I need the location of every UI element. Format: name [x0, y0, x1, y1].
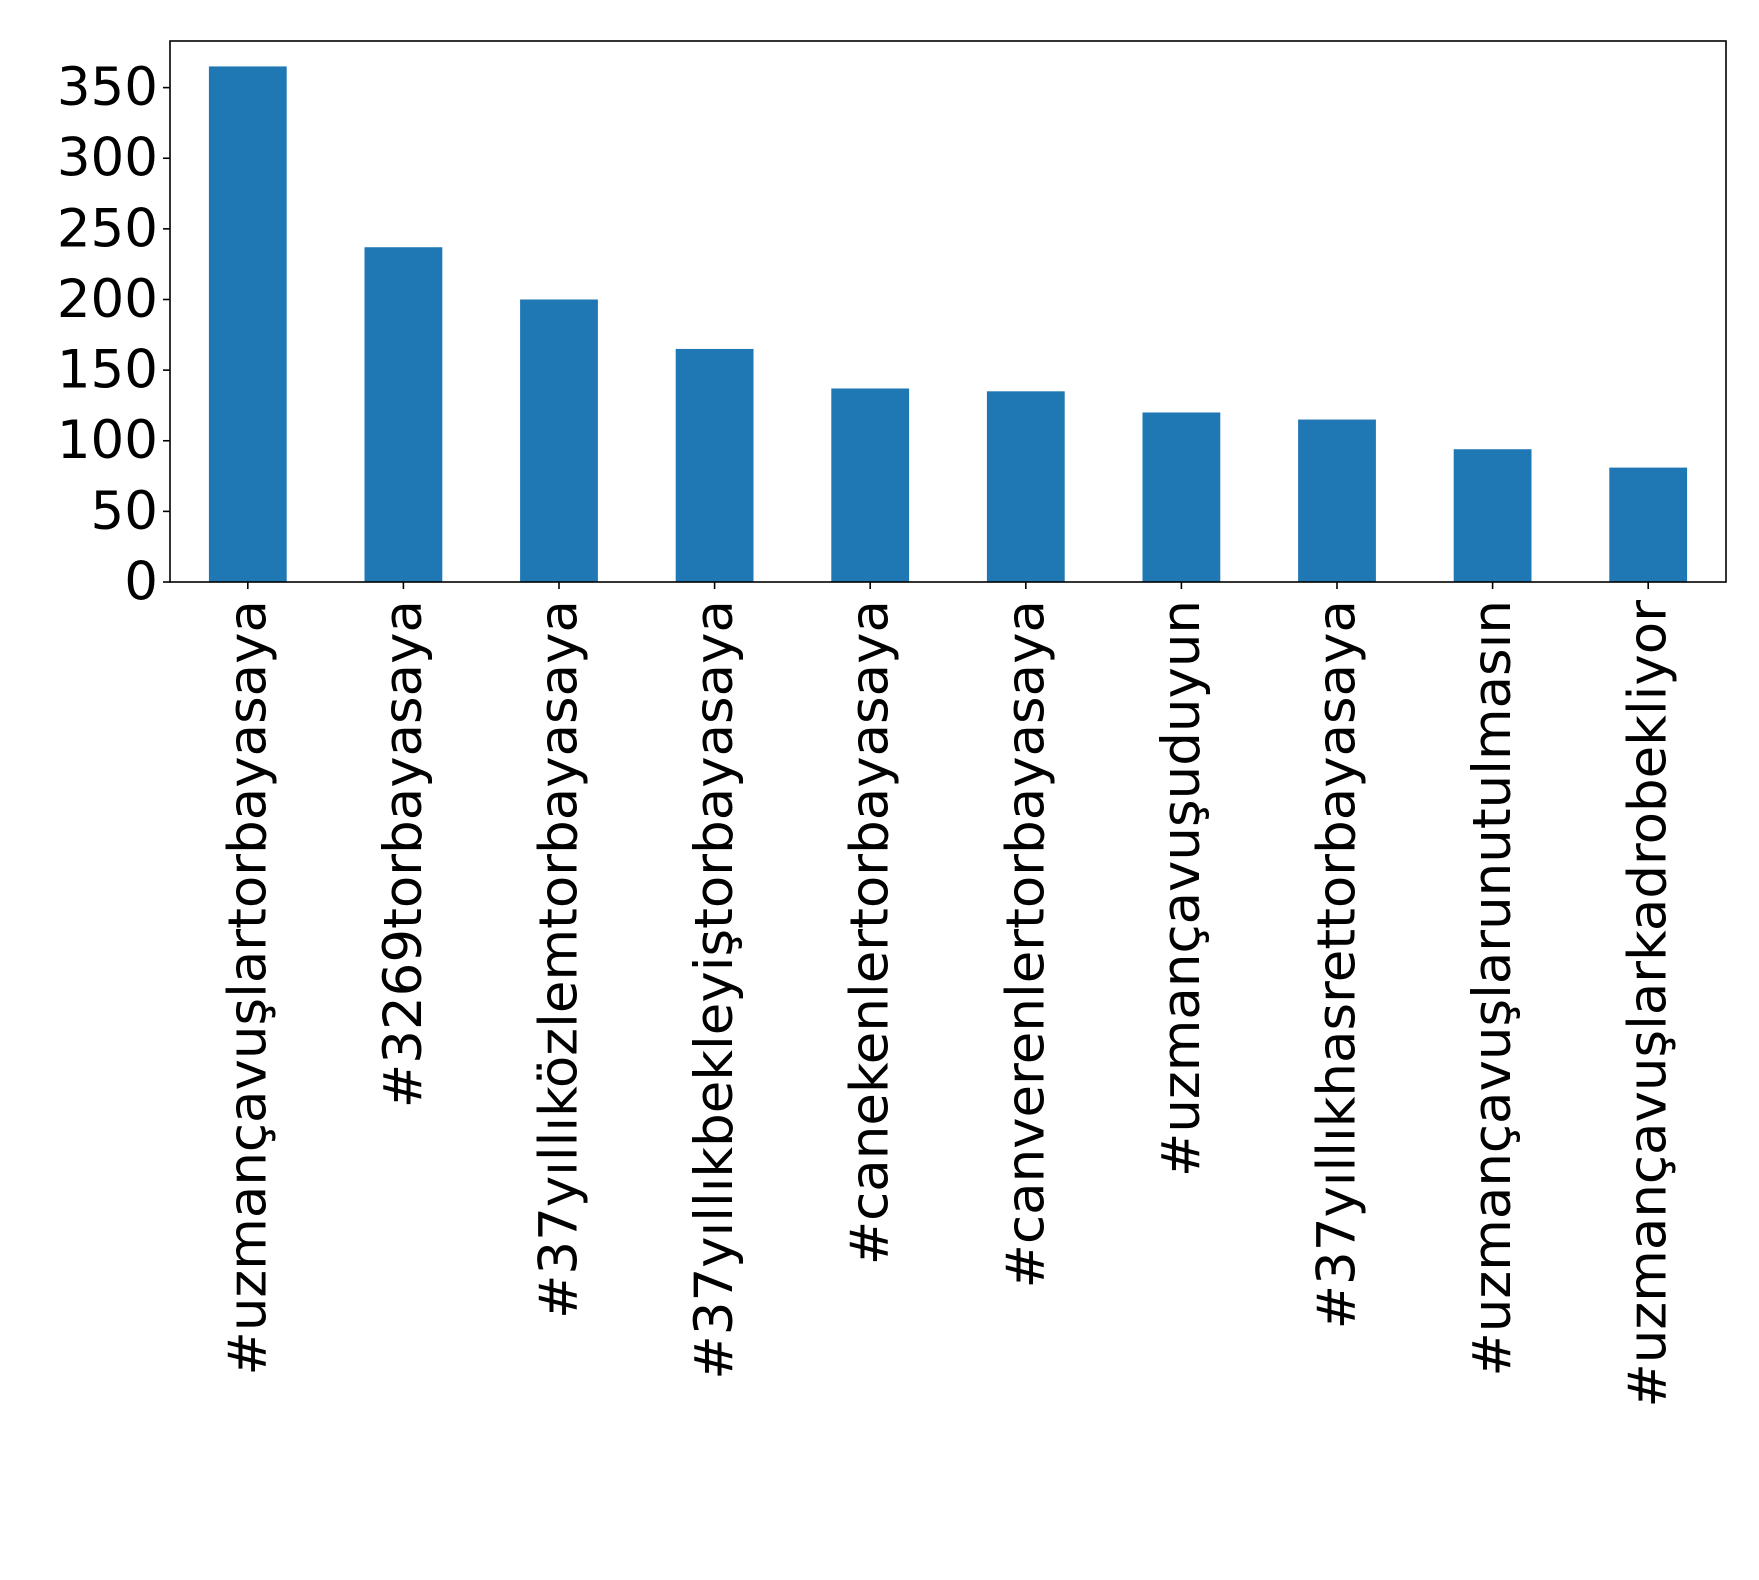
- x-tick-label: #37yıllıközlemtorbayasaya: [529, 600, 590, 1319]
- bar-7: [1142, 412, 1221, 582]
- y-tick-label: 100: [57, 410, 158, 471]
- x-tick-label: #uzmançavuşlartorbayasaya: [217, 600, 278, 1376]
- x-tick-label: #37yıllıkhasrettorbayasaya: [1307, 600, 1368, 1329]
- bar-10: [1609, 467, 1688, 582]
- x-tick-label: #canverenlertorbayasaya: [995, 600, 1056, 1288]
- bars-layer: [208, 66, 1688, 582]
- y-tick-label: 200: [57, 269, 158, 330]
- y-tick-label: 300: [57, 128, 158, 189]
- bar-1: [208, 66, 287, 582]
- x-tick-label: #37yıllıkbekleyiştorbayasaya: [684, 600, 745, 1380]
- bar-8: [1298, 419, 1376, 582]
- bar-6: [986, 391, 1065, 582]
- x-tick-label: #3269torbayasaya: [373, 600, 434, 1108]
- x-tick-label: #uzmançavuşlarunutulmasın: [1462, 600, 1523, 1377]
- x-tick-label: #uzmançavuşlarkadrobekliyor: [1618, 600, 1679, 1408]
- y-tick-label: 0: [124, 552, 158, 613]
- bar-5: [831, 388, 910, 582]
- plot-frame: [169, 40, 1727, 583]
- bar-2: [364, 247, 443, 582]
- y-axis: 0 50 100 150 200 250 300 350: [57, 57, 170, 613]
- bar-9: [1453, 449, 1532, 582]
- bar-4: [675, 348, 754, 582]
- y-tick-label: 150: [57, 340, 158, 401]
- bar-3: [520, 299, 598, 582]
- x-tick-label: #canekenlertorbayasaya: [840, 600, 901, 1265]
- x-tick-label: #uzmançavuşuduyun: [1151, 600, 1212, 1177]
- x-axis: #uzmançavuşlartorbayasaya #3269torbayasay…: [217, 582, 1679, 1408]
- y-tick-label: 350: [57, 57, 158, 118]
- y-tick-label: 50: [91, 481, 158, 542]
- y-tick-label: 250: [57, 198, 158, 259]
